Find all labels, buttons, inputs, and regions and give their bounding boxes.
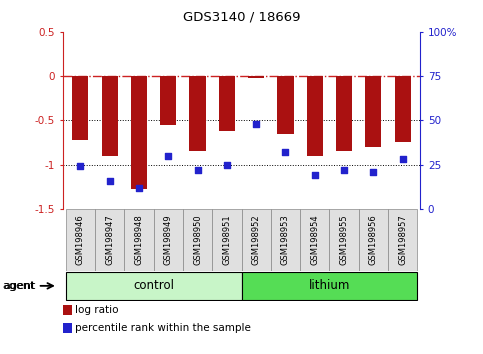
FancyBboxPatch shape (359, 209, 388, 271)
FancyBboxPatch shape (242, 272, 417, 300)
Text: GSM198949: GSM198949 (164, 215, 173, 265)
Text: agent: agent (3, 281, 36, 291)
FancyBboxPatch shape (124, 209, 154, 271)
Text: GDS3140 / 18669: GDS3140 / 18669 (183, 11, 300, 24)
Bar (160, 76, 176, 125)
Bar (63, 305, 71, 315)
FancyBboxPatch shape (271, 209, 300, 271)
Text: GSM198953: GSM198953 (281, 215, 290, 265)
Point (135, 185, 143, 190)
Point (194, 167, 201, 173)
Bar (307, 76, 323, 156)
Text: GSM198950: GSM198950 (193, 215, 202, 265)
Point (252, 121, 260, 127)
Bar (395, 76, 411, 143)
Point (164, 153, 172, 159)
FancyBboxPatch shape (212, 209, 242, 271)
Text: GSM198952: GSM198952 (252, 215, 261, 265)
Text: GSM198954: GSM198954 (310, 215, 319, 265)
Bar (63, 323, 71, 333)
Text: GSM198955: GSM198955 (340, 215, 349, 265)
Text: agent: agent (2, 281, 35, 291)
FancyBboxPatch shape (183, 209, 212, 271)
Text: lithium: lithium (309, 279, 350, 292)
FancyBboxPatch shape (66, 272, 242, 300)
Point (106, 178, 114, 183)
Bar (277, 76, 294, 134)
Bar (365, 76, 382, 147)
Point (223, 162, 231, 167)
Point (340, 167, 348, 173)
Text: log ratio: log ratio (75, 305, 119, 315)
Point (399, 156, 407, 162)
Bar (336, 76, 352, 152)
Text: percentile rank within the sample: percentile rank within the sample (75, 323, 251, 333)
Text: GSM198948: GSM198948 (134, 215, 143, 265)
Bar (101, 76, 118, 156)
FancyBboxPatch shape (329, 209, 359, 271)
Text: GSM198956: GSM198956 (369, 215, 378, 265)
FancyBboxPatch shape (66, 209, 95, 271)
Bar (189, 76, 206, 152)
Point (311, 172, 319, 178)
Text: GSM198957: GSM198957 (398, 215, 407, 265)
Bar (219, 76, 235, 131)
Point (369, 169, 377, 175)
Bar (248, 76, 264, 78)
Text: GSM198951: GSM198951 (222, 215, 231, 265)
FancyBboxPatch shape (154, 209, 183, 271)
FancyBboxPatch shape (242, 209, 271, 271)
Text: GSM198947: GSM198947 (105, 215, 114, 265)
FancyBboxPatch shape (95, 209, 124, 271)
Bar (72, 76, 88, 140)
Text: GSM198946: GSM198946 (76, 215, 85, 265)
FancyBboxPatch shape (300, 209, 329, 271)
Point (282, 149, 289, 155)
FancyBboxPatch shape (388, 209, 417, 271)
Bar (131, 76, 147, 188)
Point (76, 164, 84, 169)
Text: control: control (133, 279, 174, 292)
